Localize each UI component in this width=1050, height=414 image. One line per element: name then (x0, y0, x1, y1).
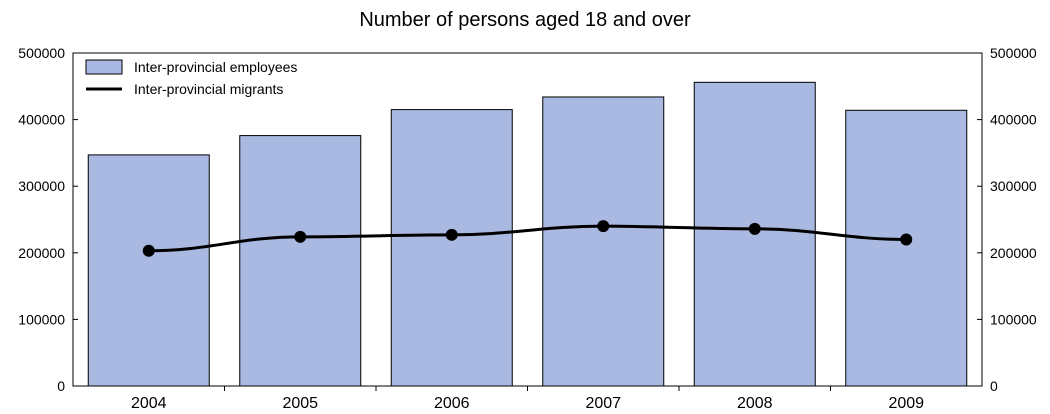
legend-swatch-employees (85, 59, 123, 75)
y-tick-left-label: 400000 (18, 112, 65, 128)
x-tick-label: 2005 (282, 395, 318, 412)
chart-title: Number of persons aged 18 and over (359, 9, 691, 31)
y-tick-right-label: 500000 (990, 45, 1037, 61)
y-tick-left-label: 300000 (18, 178, 65, 194)
x-tick-label: 2006 (434, 395, 470, 412)
bar-2004 (87, 154, 210, 387)
y-tick-left-label: 100000 (18, 311, 65, 327)
y-tick-right-label: 100000 (990, 311, 1037, 327)
bar-2005 (239, 135, 362, 387)
x-tick-label: 2009 (888, 395, 924, 412)
migrants-line (148, 224, 907, 253)
y-tick-right-label: 0 (990, 378, 998, 394)
y-tick-left-label: 0 (57, 378, 65, 394)
y-tick-right-label: 300000 (990, 178, 1037, 194)
bar-2006 (390, 109, 513, 387)
y-tick-left-label: 500000 (18, 45, 65, 61)
legend: Inter-provincial employees Inter-provinc… (85, 59, 297, 97)
bars-group (87, 81, 968, 387)
y-tick-left-label: 200000 (18, 245, 65, 261)
bar-2007 (542, 96, 665, 387)
migrants-point-2007 (597, 220, 610, 233)
legend-label-employees: Inter-provincial employees (134, 59, 297, 75)
migrants-point-2005 (294, 230, 307, 243)
migrants-point-2006 (445, 228, 458, 241)
y-tick-right-label: 400000 (990, 112, 1037, 128)
bar-2009 (845, 109, 968, 387)
x-tick-label: 2004 (131, 395, 167, 412)
legend-label-migrants: Inter-provincial migrants (134, 81, 283, 97)
y-tick-right-label: 200000 (990, 245, 1037, 261)
migrants-point-2008 (748, 222, 761, 235)
axes-group: 0 0 100000 100000 200000 200000 300000 300000 40… (18, 45, 1037, 412)
migrants-point-2004 (142, 244, 155, 257)
migrants-point-2009 (900, 233, 913, 246)
x-tick-label: 2008 (737, 395, 773, 412)
line-group (142, 220, 913, 257)
x-tick-label: 2007 (585, 395, 621, 412)
